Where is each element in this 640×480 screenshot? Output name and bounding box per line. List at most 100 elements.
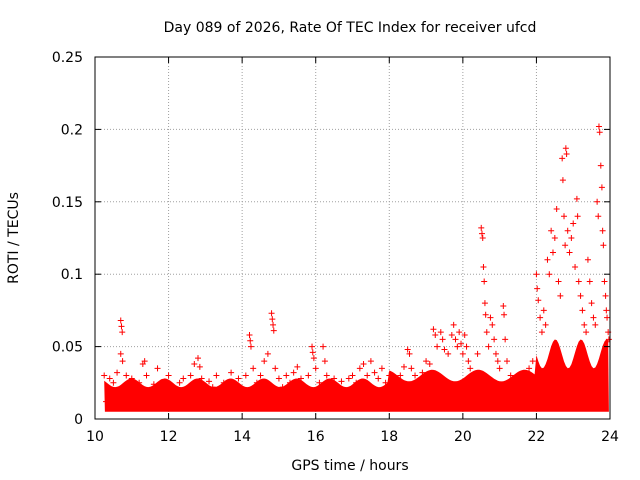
- data-point: [103, 398, 110, 405]
- data-point: [540, 307, 547, 314]
- data-point: [555, 278, 562, 285]
- data-point: [515, 379, 522, 386]
- data-point: [165, 372, 172, 379]
- data-point: [564, 227, 571, 234]
- data-point: [242, 372, 249, 379]
- data-point: [598, 184, 605, 191]
- x-axis-label: GPS time / hours: [291, 458, 408, 474]
- data-point: [577, 292, 584, 299]
- x-tick-label: 20: [454, 429, 472, 445]
- data-point: [529, 358, 536, 365]
- data-point: [128, 375, 135, 382]
- data-point: [334, 387, 341, 394]
- data-point: [537, 314, 544, 321]
- data-point: [579, 307, 586, 314]
- data-point: [456, 329, 463, 336]
- x-axis-ticks: 10 12 14 16 18 20 22 24: [86, 57, 619, 445]
- data-point: [452, 336, 459, 343]
- data-point: [371, 369, 378, 376]
- grid: [95, 57, 610, 419]
- data-point: [117, 317, 124, 324]
- data-point: [356, 365, 363, 372]
- data-point: [467, 365, 474, 372]
- data-point: [270, 327, 277, 334]
- data-point: [441, 346, 448, 353]
- data-point: [504, 358, 510, 365]
- data-point: [542, 321, 549, 328]
- data-point: [465, 358, 472, 365]
- data-point: [553, 206, 560, 213]
- data-point: [161, 378, 168, 385]
- data-point: [264, 350, 271, 357]
- data-point: [270, 321, 277, 328]
- data-point: [548, 227, 555, 234]
- plot-border: [94, 56, 611, 420]
- data-point: [507, 372, 514, 379]
- data-point: [198, 375, 205, 382]
- data-point: [563, 151, 570, 158]
- data-point: [112, 389, 119, 396]
- data-point: [459, 350, 466, 357]
- data-point: [445, 350, 452, 357]
- data-point: [559, 177, 566, 184]
- data-point: [331, 375, 338, 382]
- data-point: [187, 372, 194, 379]
- data-point: [125, 394, 132, 401]
- data-point: [419, 369, 426, 376]
- data-point: [305, 372, 312, 379]
- data-point: [279, 384, 286, 391]
- data-point: [290, 369, 297, 376]
- data-points: [101, 123, 612, 405]
- data-point: [439, 336, 446, 343]
- chart-title: Day 089 of 2026, Rate Of TEC Index for r…: [164, 20, 537, 36]
- data-point: [257, 372, 264, 379]
- data-point: [382, 379, 389, 386]
- data-point: [538, 329, 545, 336]
- data-point: [450, 321, 457, 328]
- data-point: [206, 378, 213, 385]
- data-point: [534, 285, 541, 292]
- data-point: [272, 365, 279, 372]
- data-point: [253, 379, 260, 386]
- data-point: [119, 358, 126, 365]
- data-point: [110, 379, 117, 386]
- data-point: [261, 358, 268, 365]
- data-point: [104, 384, 111, 391]
- data-point: [247, 337, 254, 344]
- data-point: [584, 256, 591, 263]
- data-point: [301, 384, 308, 391]
- data-point: [286, 379, 293, 386]
- data-point: [496, 365, 503, 372]
- data-point: [437, 329, 444, 336]
- data-point: [283, 372, 290, 379]
- data-point: [298, 375, 304, 382]
- data-point: [309, 343, 316, 350]
- data-point: [406, 350, 413, 357]
- data-point: [432, 332, 439, 339]
- data-point: [353, 379, 360, 386]
- data-point: [195, 355, 201, 362]
- data-point: [575, 278, 582, 285]
- data-point: [458, 340, 465, 347]
- data-point: [136, 379, 143, 386]
- data-point: [549, 249, 556, 256]
- data-point: [592, 321, 599, 328]
- data-point: [518, 372, 525, 379]
- data-point: [106, 375, 113, 382]
- data-point: [522, 375, 529, 382]
- data-point: [176, 379, 183, 386]
- data-point: [601, 278, 608, 285]
- data-point: [364, 372, 371, 379]
- data-point: [235, 375, 242, 382]
- data-point: [478, 230, 485, 237]
- data-point: [430, 326, 437, 333]
- data-point: [312, 365, 319, 372]
- data-point: [481, 300, 488, 307]
- data-point: [275, 375, 282, 382]
- y-tick-label: 0.1: [61, 267, 83, 283]
- data-point: [342, 389, 349, 396]
- data-point: [118, 323, 125, 330]
- data-point: [561, 213, 568, 220]
- data-point: [470, 372, 477, 379]
- data-point: [408, 365, 415, 372]
